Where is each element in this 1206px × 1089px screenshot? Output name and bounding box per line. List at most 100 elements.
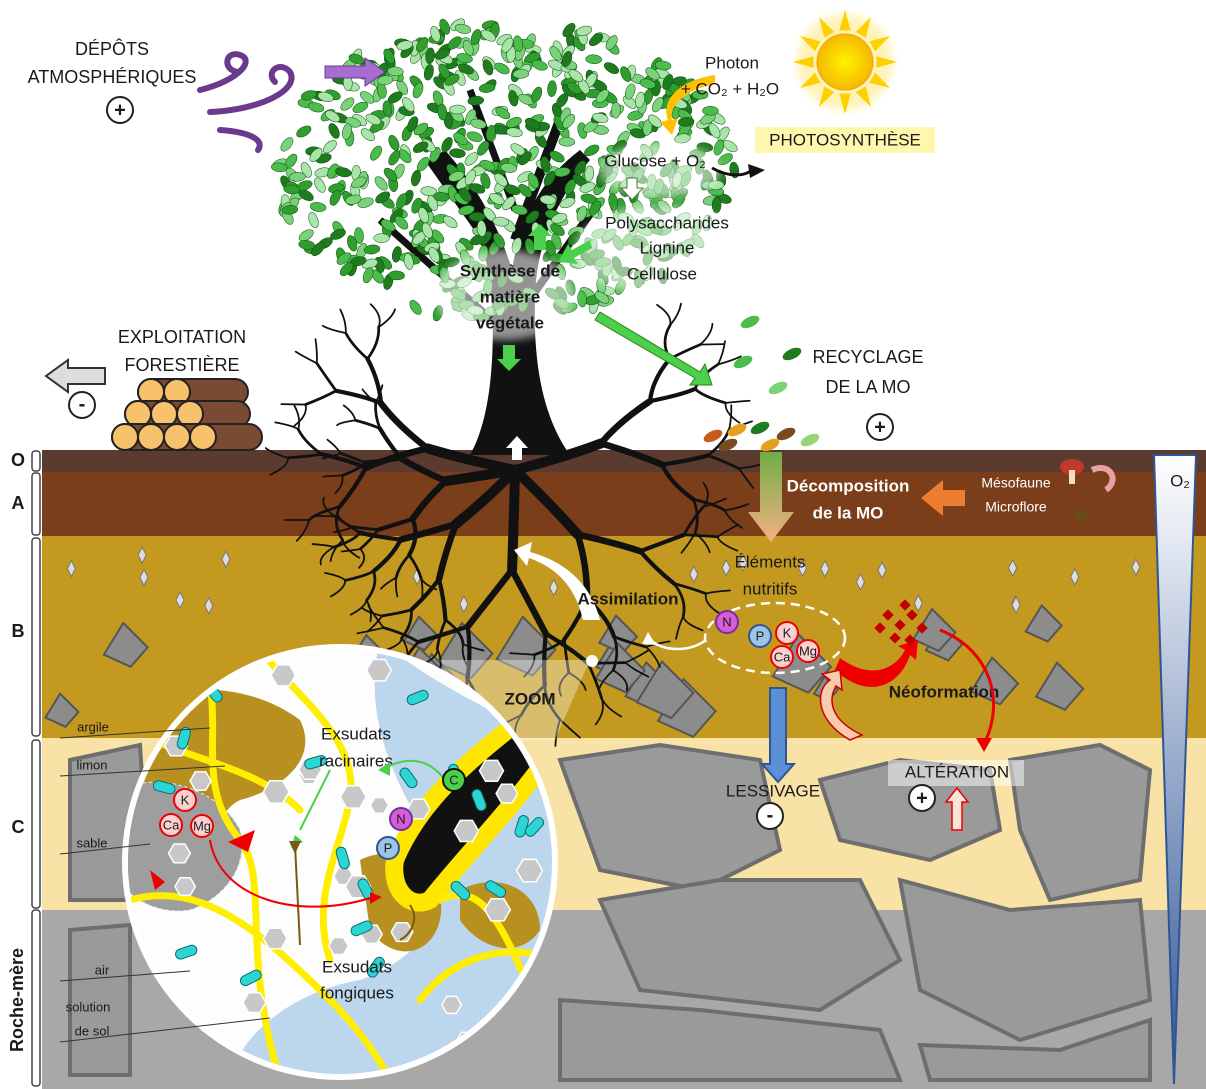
root [329, 539, 344, 563]
path [150, 870, 165, 890]
rect [1069, 470, 1075, 484]
sparkle [549, 578, 559, 597]
bacterium [471, 788, 487, 812]
sparkle [721, 558, 731, 577]
root [407, 516, 418, 558]
leaf [662, 74, 674, 90]
leaf [651, 97, 664, 113]
leaf [562, 114, 576, 129]
leaf [418, 207, 429, 224]
litterfall-arrow [594, 311, 713, 386]
leaf [605, 35, 618, 51]
horizon-label: A [12, 493, 25, 513]
root [367, 604, 385, 629]
leaf [456, 53, 473, 64]
rock [558, 997, 903, 1082]
leaf [458, 63, 474, 75]
silt-particle [440, 995, 463, 1015]
leaf [527, 173, 540, 189]
root [638, 549, 677, 586]
leaf [543, 171, 556, 186]
leaf [564, 179, 576, 195]
root [724, 509, 743, 529]
decomposition-arrow [748, 452, 794, 542]
leaf [347, 235, 358, 252]
leaf [421, 222, 433, 239]
leaf [485, 124, 496, 142]
sun [793, 10, 897, 114]
sparkle [204, 596, 214, 615]
root [624, 661, 650, 678]
leaf [402, 97, 415, 112]
root-exudates-label: Exsudats [321, 724, 391, 743]
element-label: P [384, 840, 393, 855]
leaf [467, 95, 485, 106]
photon-arrow [660, 75, 715, 135]
root [510, 465, 583, 540]
crystal [889, 632, 901, 644]
zoom-point [586, 655, 598, 667]
leaf [428, 247, 440, 263]
leaf [495, 107, 511, 120]
falling-leaves [703, 315, 820, 452]
element-circle [190, 814, 214, 838]
root [361, 607, 383, 617]
leaf [394, 215, 409, 230]
horizon-brackets [31, 450, 41, 1087]
root [420, 577, 424, 598]
leaf [493, 233, 505, 248]
root [407, 553, 423, 580]
sparkle [221, 550, 231, 569]
sun-ray [839, 10, 851, 31]
nutrient-elements: N P K Ca Mg [715, 610, 820, 669]
leaf [547, 80, 557, 97]
root [597, 397, 654, 447]
leaf [584, 165, 595, 183]
root [315, 361, 338, 393]
leaf [466, 131, 483, 142]
element-label: C [449, 772, 458, 787]
leaf [776, 427, 796, 441]
root [319, 451, 368, 471]
leaf [524, 117, 541, 130]
leaf [416, 37, 429, 52]
silt-particle [390, 921, 414, 943]
hypha [128, 892, 394, 1074]
path [207, 64, 295, 115]
line [59, 1017, 271, 1043]
leaf [322, 140, 337, 154]
horizon-label: B [12, 621, 25, 641]
leaf [470, 234, 486, 246]
sparkle [66, 559, 76, 578]
root [349, 599, 368, 616]
arrow [528, 224, 552, 250]
wind-swirls [197, 51, 295, 153]
photon-label: Photon [705, 53, 759, 72]
leaf [585, 54, 602, 65]
silt-particle [167, 843, 192, 864]
root [409, 576, 442, 612]
rect [31, 739, 41, 909]
leaf [375, 191, 391, 204]
compound-label: Lignine [640, 238, 695, 257]
root [416, 624, 470, 645]
root [339, 451, 367, 464]
root [324, 571, 347, 582]
leaf [513, 35, 524, 52]
synthesis-label: matière [480, 287, 540, 306]
sun-ray [793, 56, 814, 68]
label-halo [435, 250, 575, 340]
root [647, 386, 698, 404]
arrowhead [642, 632, 656, 645]
leaf [387, 66, 404, 77]
leaf [351, 176, 367, 189]
crystal [882, 609, 894, 621]
root [365, 569, 377, 602]
sun-ray [800, 36, 821, 52]
g [793, 10, 897, 114]
leaf [388, 135, 400, 151]
root [462, 643, 485, 652]
highlight [888, 760, 1024, 786]
sparkle [797, 558, 808, 578]
element-circle [715, 610, 739, 634]
